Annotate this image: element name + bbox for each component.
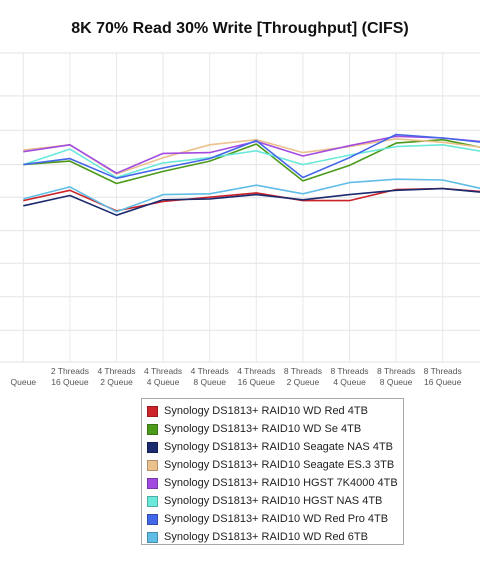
legend-swatch [147,423,158,435]
legend-entry: Synology DS1813+ RAID10 Seagate NAS 4TB [147,438,403,456]
series-line-1 [23,187,480,212]
series-line-8 [23,178,480,213]
x-tick-label: 8 Queue [193,377,226,387]
x-tick-label: 8 Queue [380,377,413,387]
legend-swatch [147,531,158,543]
legend-label: Synology DS1813+ RAID10 HGST NAS 4TB [164,495,383,507]
x-tick-label: 4 Threads [144,366,182,376]
legend-label: Synology DS1813+ RAID10 WD Red 4TB [164,405,368,417]
legend-swatch [147,495,158,507]
x-tick-label: Queue [11,377,37,387]
legend-entry: Synology DS1813+ RAID10 WD Se 4TB [147,420,403,438]
series-line-7 [23,133,480,180]
legend-entry: Synology DS1813+ RAID10 HGST 7K4000 4TB [147,474,403,492]
series-line-3 [23,187,480,216]
chart-title: 8K 70% Read 30% Write [Throughput] (CIFS… [71,20,409,37]
x-tick-label: 4 Threads [97,366,135,376]
legend-swatch [147,477,158,489]
x-tick-label: 4 Queue [333,377,366,387]
legend-label: Synology DS1813+ RAID10 Seagate ES.3 3TB [164,459,395,471]
x-tick-label: 8 Threads [377,366,415,376]
x-tick-label: 2 Queue [287,377,320,387]
x-tick-label: 4 Threads [191,366,229,376]
legend-entry: Synology DS1813+ RAID10 WD Red 6TB [147,528,403,546]
legend-label: Synology DS1813+ RAID10 HGST 7K4000 4TB [164,477,398,489]
legend-entry: Synology DS1813+ RAID10 Seagate ES.3 3TB [147,456,403,474]
legend-swatch [147,441,158,453]
x-tick-label: 4 Threads [237,366,275,376]
legend-entry: Synology DS1813+ RAID10 HGST NAS 4TB [147,492,403,510]
x-tick-label: 4 Queue [147,377,180,387]
legend-label: Synology DS1813+ RAID10 WD Red 6TB [164,531,368,543]
legend-label: Synology DS1813+ RAID10 WD Se 4TB [164,423,362,435]
x-tick-label: 16 Queue [424,377,462,387]
legend-swatch [147,459,158,471]
legend-label: Synology DS1813+ RAID10 WD Red Pro 4TB [164,513,389,525]
series-line-6 [23,144,480,179]
x-tick-label: 2 Threads [51,366,89,376]
x-tick-label: 16 Queue [238,377,276,387]
x-tick-label: 8 Threads [330,366,368,376]
chart-legend: Synology DS1813+ RAID10 WD Red 4TB Synolo… [141,398,404,545]
x-tick-label: 16 Queue [51,377,89,387]
x-tick-label: 2 Queue [100,377,133,387]
legend-swatch [147,513,158,525]
x-tick-label: 8 Threads [424,366,462,376]
legend-label: Synology DS1813+ RAID10 Seagate NAS 4TB [164,441,393,453]
legend-entry: Synology DS1813+ RAID10 WD Red Pro 4TB [147,510,403,528]
series-line-2 [23,138,480,185]
legend-swatch [147,405,158,417]
legend-entry: Synology DS1813+ RAID10 WD Red 4TB [147,402,403,420]
x-tick-label: 8 Threads [284,366,322,376]
